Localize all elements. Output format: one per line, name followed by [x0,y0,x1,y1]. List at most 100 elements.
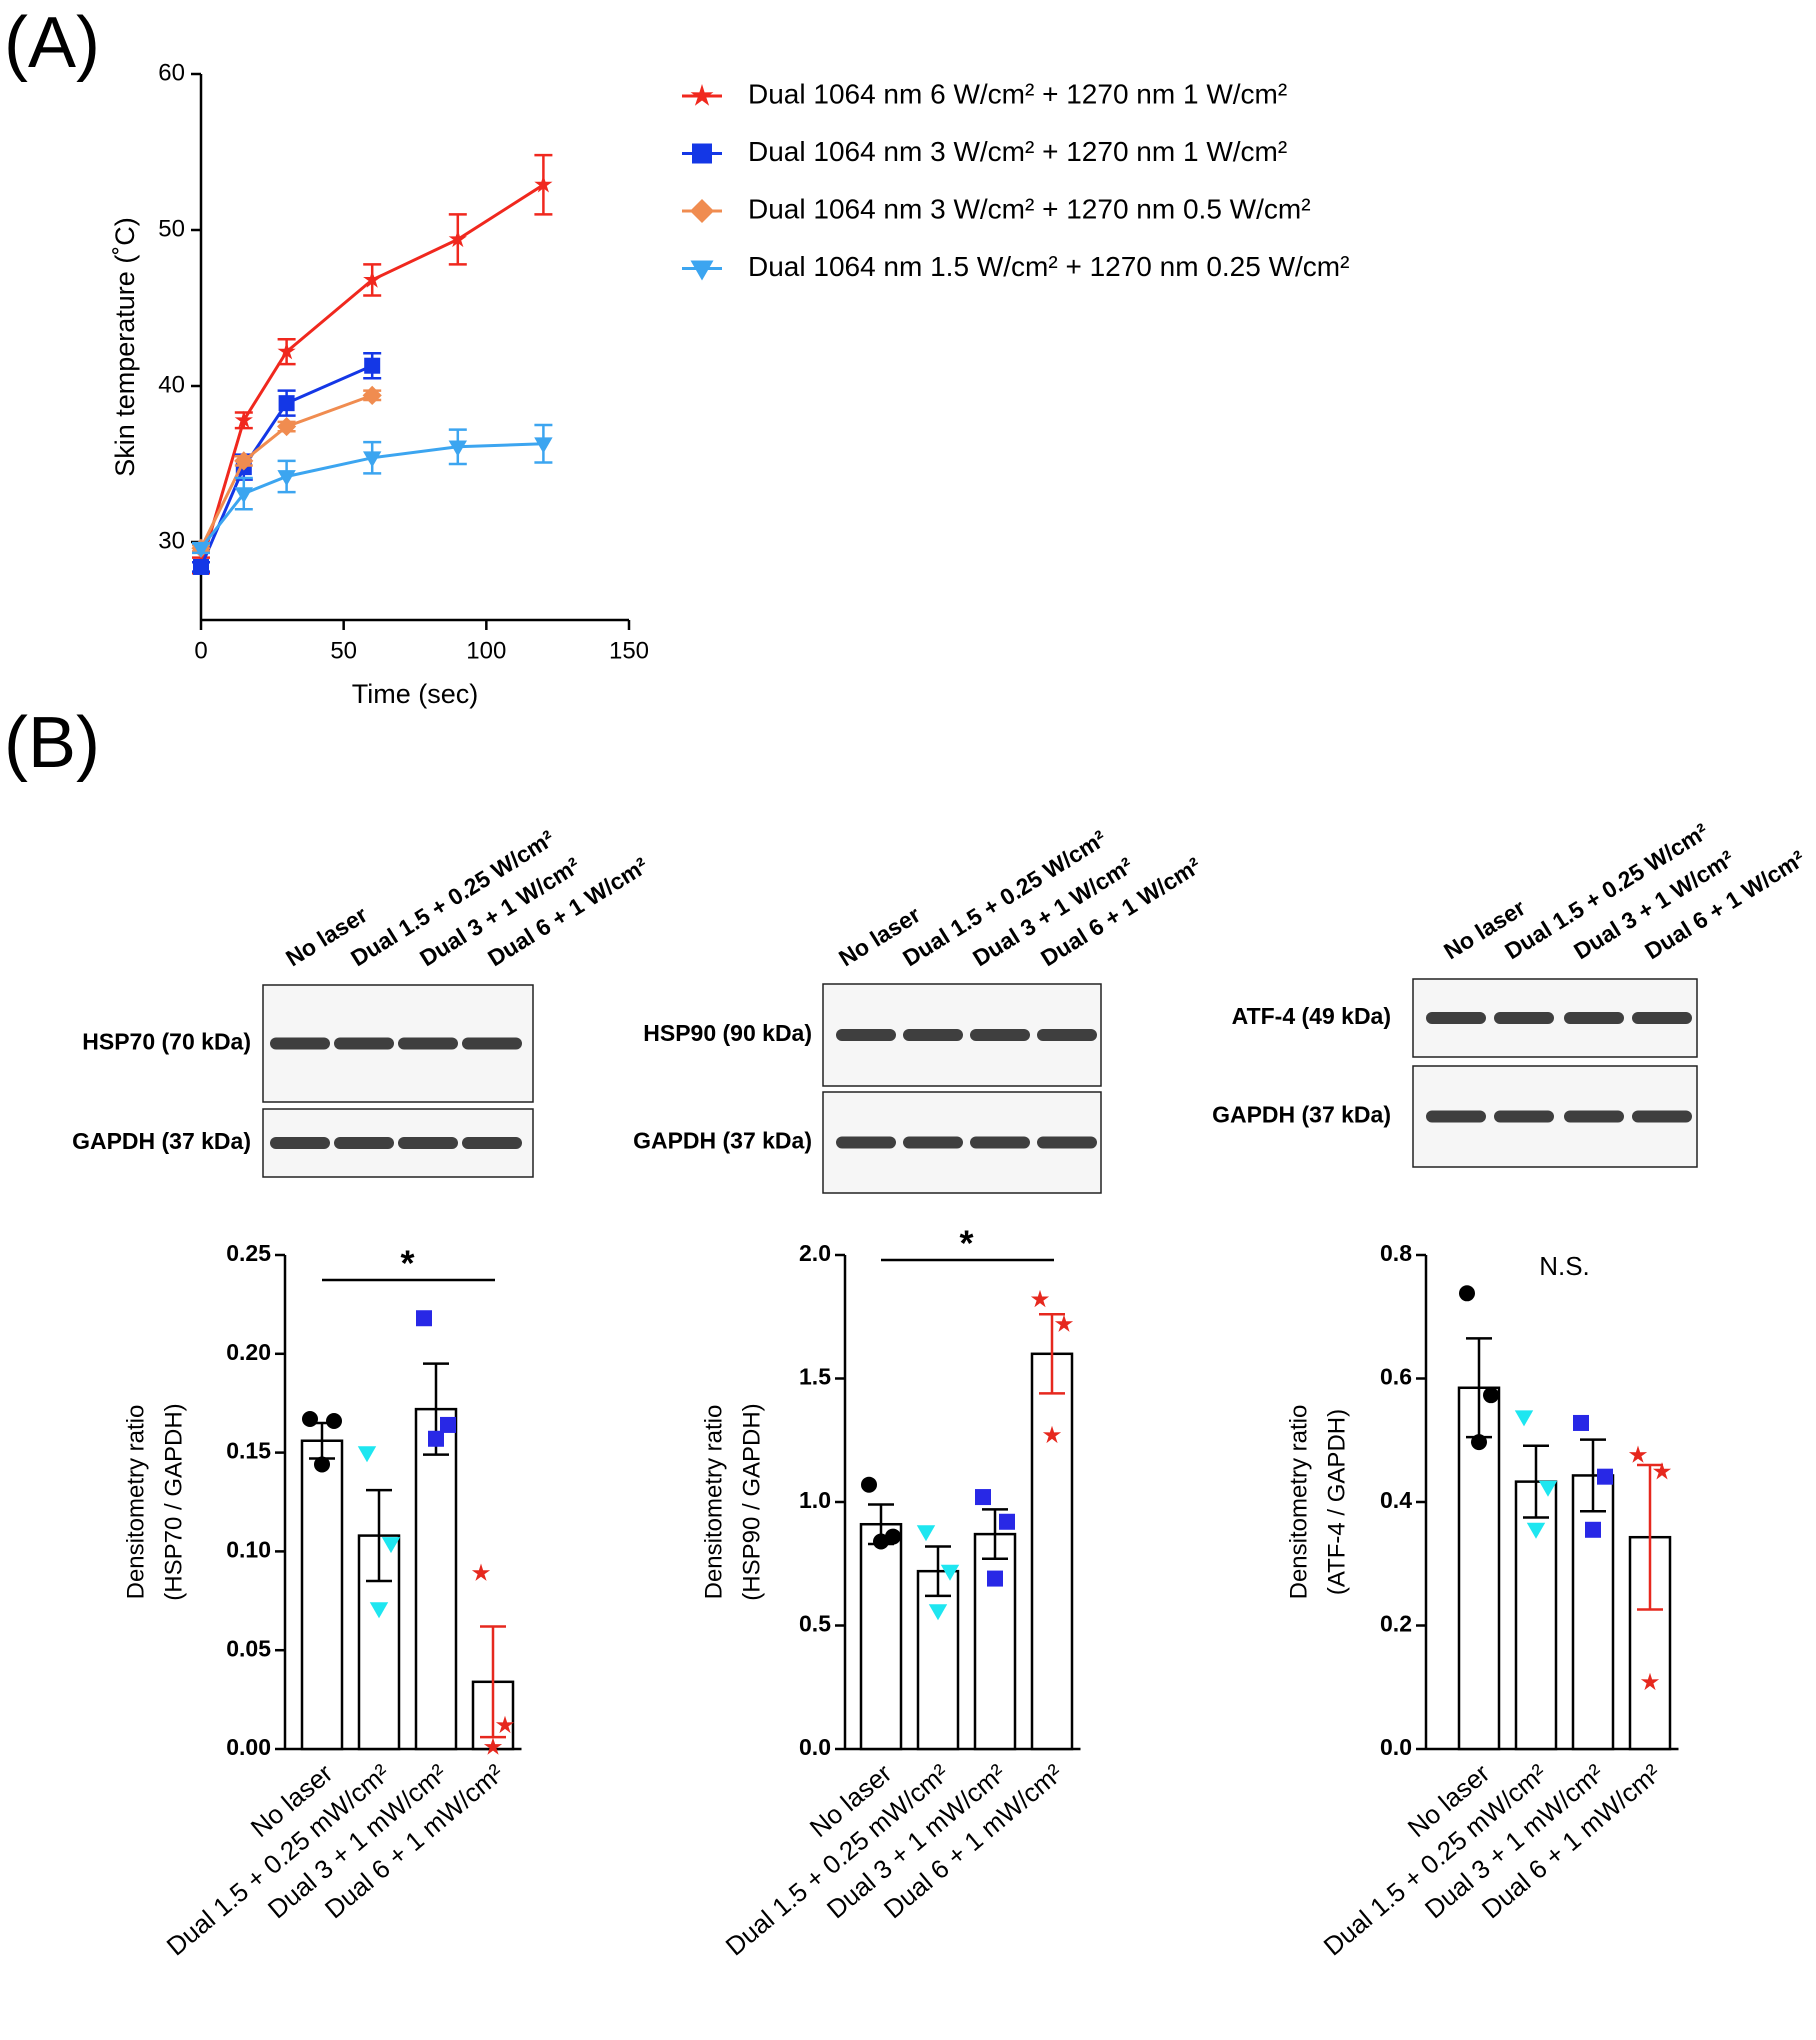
bar [1514,1480,1558,1751]
y-tick-label: 0.8 [1380,1240,1412,1266]
blot-band [970,1136,1030,1149]
marker [1640,1672,1660,1691]
x-tick-label: 150 [609,637,649,664]
error-bar [982,1508,1008,1561]
marker [873,1533,889,1550]
x-tick-label: 50 [330,637,357,664]
blot-band [334,1037,394,1050]
y-tick-label: 0.5 [799,1611,831,1637]
marker [381,1537,401,1554]
y-tick-label: 0.0 [1380,1734,1412,1760]
blot-band [398,1037,458,1050]
marker [928,1604,948,1621]
x-axis-title: Time (sec) [352,679,479,709]
marker [1471,1434,1487,1451]
x-tick-label: 0 [194,637,207,664]
blot-band [903,1136,963,1149]
marker [987,1570,1003,1587]
marker [690,199,714,223]
marker [1526,1522,1546,1539]
y-tick-label: 2.0 [799,1240,831,1266]
protein-label: GAPDH (37 kDa) [72,1128,251,1154]
blot-band [334,1137,394,1149]
y-tick-label: 0.00 [226,1734,271,1760]
blot-band [398,1137,458,1149]
y-tick-label: 0.10 [226,1536,271,1562]
legend-label: Dual 1064 nm 3 W/cm² + 1270 nm 0.5 W/cm² [748,193,1311,224]
annotation: * [959,1223,973,1264]
marker [448,440,467,457]
marker [363,270,382,288]
blot-band [1494,1012,1554,1024]
marker [690,260,714,281]
y-tick-label: 0.2 [1380,1611,1412,1637]
bar [916,1569,960,1751]
marker [416,1310,432,1327]
y-tick-label: 0.4 [1380,1487,1412,1513]
marker [483,1737,503,1755]
blot-band [1632,1012,1692,1024]
blot-band [462,1037,522,1050]
marker [471,1563,491,1581]
y-axis-title: (ATF-4 / GAPDH) [1323,1409,1350,1595]
error-bar [366,1488,392,1583]
marker [326,1412,342,1429]
marker [1597,1468,1613,1485]
protein-label: HSP70 (70 kDa) [82,1029,251,1055]
y-tick-label: 1.5 [799,1364,831,1390]
marker [1628,1445,1648,1463]
error-bar [480,1625,506,1739]
marker [1483,1387,1499,1404]
marker [916,1525,936,1542]
error-bar [1039,1313,1065,1395]
marker [278,395,295,412]
bar [859,1522,903,1751]
marker [1514,1410,1534,1427]
marker [692,143,712,164]
marker [364,357,381,374]
marker [277,470,296,487]
blot-band [462,1137,522,1149]
marker [369,1602,389,1619]
marker [1585,1521,1601,1538]
blot-band [836,1136,896,1149]
y-axis-title: Densitometry ratio [122,1405,149,1600]
blot-band [836,1029,896,1041]
bar [1571,1474,1615,1751]
error-bar [1637,1463,1663,1611]
y-tick-label: 60 [158,59,185,86]
bar [414,1407,458,1751]
legend-label: Dual 1064 nm 3 W/cm² + 1270 nm 1 W/cm² [748,136,1287,167]
y-tick-label: 40 [158,371,185,398]
blot-band [1426,1012,1486,1024]
marker [534,437,553,454]
protein-label: HSP90 (90 kDa) [643,1020,812,1046]
marker [234,410,253,429]
marker [1054,1314,1074,1332]
marker [234,487,253,504]
marker [428,1430,444,1447]
marker [234,451,254,471]
annotation: * [400,1243,414,1284]
panel-label: (A) [4,3,100,83]
blot-band [903,1029,963,1041]
marker [1459,1285,1475,1302]
marker [534,175,553,193]
blot-band [270,1137,330,1149]
blot-band [1564,1110,1624,1123]
marker [314,1456,330,1473]
blot-band [1632,1110,1692,1123]
y-tick-label: 0.05 [226,1635,271,1661]
y-tick-label: 1.0 [799,1487,831,1513]
blot-band [270,1037,330,1050]
y-tick-label: 0.25 [226,1240,271,1266]
marker [999,1513,1015,1530]
marker [1042,1425,1062,1444]
marker [440,1416,456,1433]
marker [448,229,467,248]
blot-band [1564,1012,1624,1024]
y-axis-title: Skin temperature (˚C) [110,217,140,477]
marker [191,541,211,558]
marker [1652,1462,1672,1480]
annotation: N.S. [1539,1251,1590,1281]
